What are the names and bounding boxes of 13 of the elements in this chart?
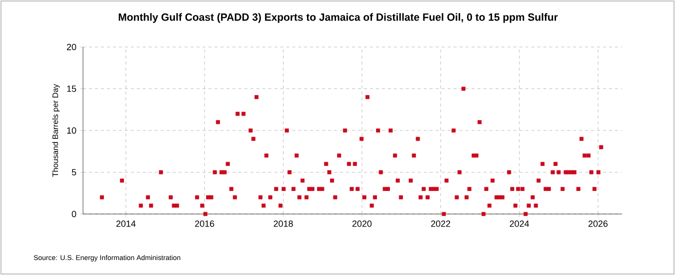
y-tick-label: 15 xyxy=(67,86,76,92)
chart-title: Monthly Gulf Coast (PADD 3) Exports to Jamaica of Distillate Fuel Oil, 0 to 15 ppm Sulfur xyxy=(118,13,558,23)
x-tick-label: 2016 xyxy=(195,220,214,227)
y-tick-label: 5 xyxy=(72,169,76,176)
y-tick-label: 10 xyxy=(67,127,76,134)
x-tick-label: 2024 xyxy=(510,220,530,227)
x-tick-label: 2020 xyxy=(352,220,372,227)
y-tick-label: 0 xyxy=(72,210,76,218)
x-tick-label: 2022 xyxy=(431,220,450,227)
x-tick-label: 2026 xyxy=(588,220,608,227)
x-tick-label: 2018 xyxy=(274,220,293,227)
y-tick-label: 20 xyxy=(66,44,76,50)
x-tick-label: 2014 xyxy=(116,220,136,227)
